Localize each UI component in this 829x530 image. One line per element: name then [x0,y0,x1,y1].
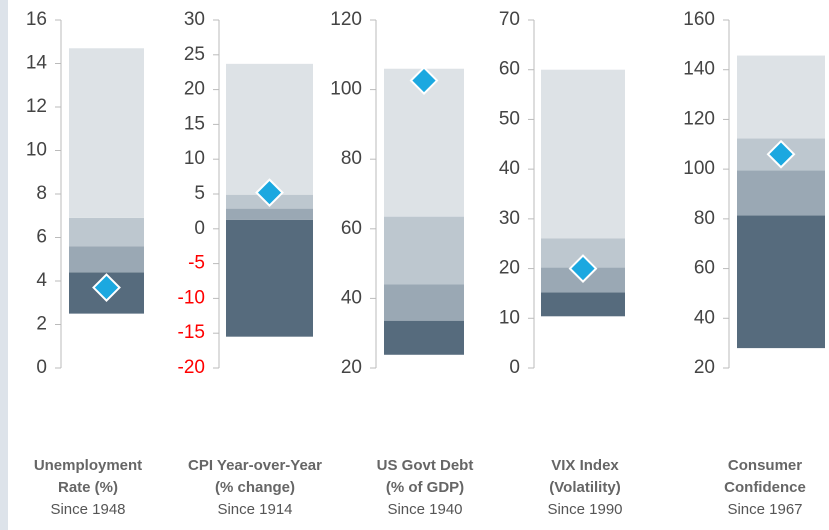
y-tick-label: 120 [683,108,715,129]
panel-label: Unemployment Rate (%) Since 1948 [18,455,158,521]
y-tick-label: -5 [188,253,205,274]
y-tick-label: 5 [194,183,205,204]
y-tick-label: 40 [341,287,362,308]
y-tick-label: 20 [341,357,362,378]
y-tick-label: 10 [499,307,520,328]
y-tick-label: 120 [330,9,362,30]
range-segment [69,217,144,247]
range-segment [69,48,144,218]
range-segment [737,215,825,349]
y-tick-label: 140 [683,59,715,80]
current-marker [255,178,284,208]
y-tick-label: 25 [184,44,205,65]
panel-subtitle: Since 1990 [547,501,623,518]
y-tick-label: 16 [26,9,47,30]
y-tick-label: 6 [36,227,47,248]
panel-title: US Govt Debt (% of GDP) [376,457,474,496]
panel-label: CPI Year-over-Year (% change) Since 1914 [188,455,323,521]
panel-label: VIX Index (Volatility) Since 1990 [530,455,640,521]
y-tick-label: 100 [330,79,362,100]
y-tick-label: 0 [194,218,205,239]
y-tick-label: 100 [683,158,715,179]
range-segment [541,292,625,317]
y-tick-label: 2 [36,314,47,335]
y-tick-label: 8 [36,183,47,204]
range-segment [384,284,464,321]
panel-subtitle: Since 1967 [727,501,803,518]
current-marker [92,273,121,302]
y-tick-label: 20 [499,258,520,279]
range-segment [69,246,144,273]
y-tick-label: 60 [341,218,362,239]
y-tick-label: 12 [26,96,47,117]
y-tick-label: 20 [694,357,715,378]
current-marker [568,254,598,283]
panel-title: Unemployment Rate (%) [33,457,143,496]
current-marker [766,139,796,169]
panel-label: US Govt Debt (% of GDP) Since 1940 [370,455,480,521]
range-segment [226,63,313,195]
range-segment [384,216,464,285]
current-marker [409,66,439,95]
panel-subtitle: Since 1914 [217,501,293,518]
y-tick-label: 80 [341,148,362,169]
range-segment [226,208,313,220]
y-tick-label: 50 [499,108,520,129]
y-tick-label: 10 [184,148,205,169]
y-tick-label: 40 [499,158,520,179]
y-tick-label: 40 [694,307,715,328]
panel-subtitle: Since 1948 [50,501,126,518]
y-tick-label: 70 [499,9,520,30]
y-tick-label: 4 [36,270,47,291]
y-tick-label: 30 [499,208,520,229]
y-tick-label: 30 [184,9,205,30]
panel-title: Consumer Confidence [724,457,806,496]
y-tick-label: 80 [694,208,715,229]
y-tick-label: -15 [178,322,205,343]
y-tick-label: 160 [683,9,715,30]
y-tick-label: 0 [36,357,47,378]
y-tick-label: -10 [178,287,205,308]
y-tick-label: 14 [26,53,48,74]
y-tick-label: 60 [499,59,520,80]
panel-title: CPI Year-over-Year (% change) [188,457,322,496]
range-segment [737,55,825,139]
range-segment [226,219,313,337]
side-strip [0,0,8,530]
y-tick-label: 0 [509,357,520,378]
range-segment [541,69,625,239]
range-segment [737,170,825,216]
y-tick-label: 20 [184,79,205,100]
panel-label: Consumer Confidence Since 1967 [705,455,825,521]
range-segment [384,320,464,355]
panel-subtitle: Since 1940 [387,501,463,518]
y-tick-label: 15 [184,113,205,134]
y-tick-label: -20 [178,357,205,378]
panel-title: VIX Index (Volatility) [549,457,621,496]
y-tick-label: 60 [694,258,715,279]
y-tick-label: 10 [26,140,47,161]
